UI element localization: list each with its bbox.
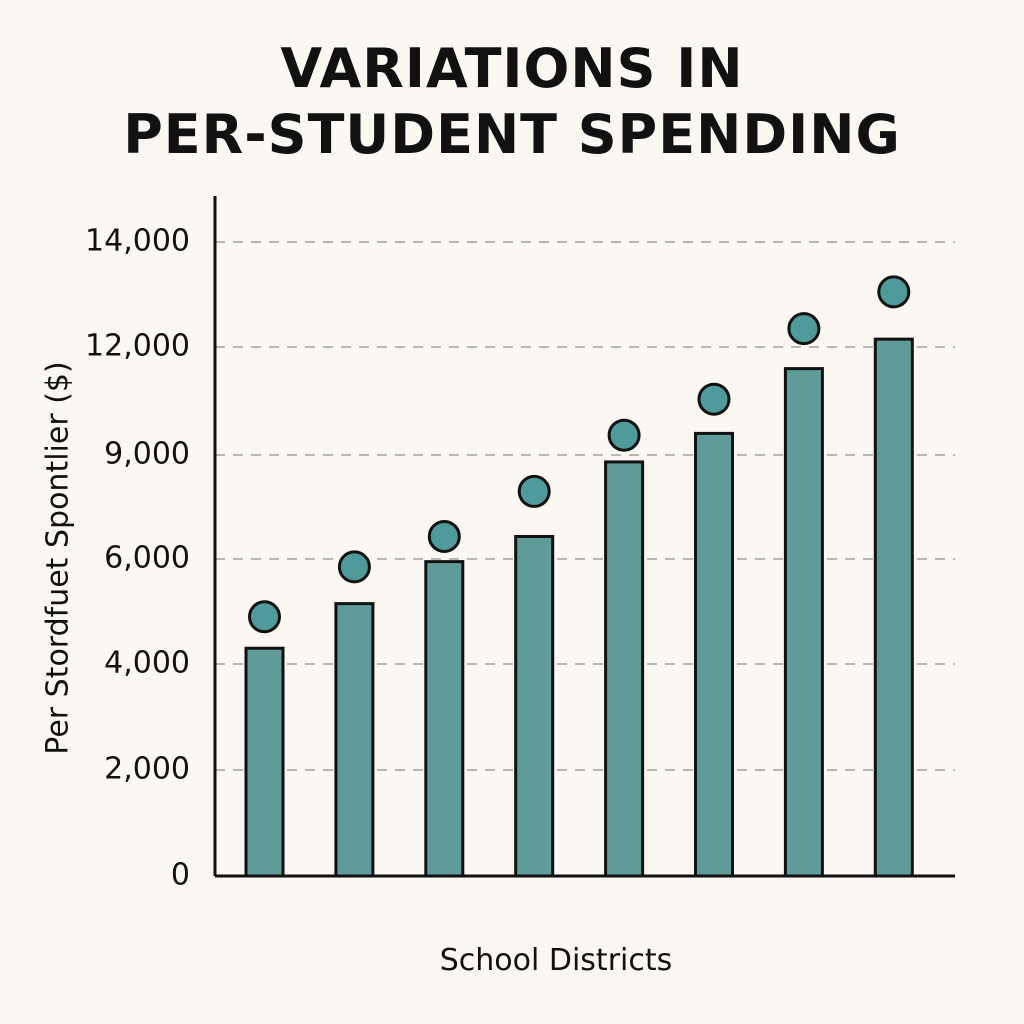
data-point-marker xyxy=(517,474,551,508)
data-point-marker xyxy=(787,312,821,346)
data-point-marker xyxy=(427,519,461,553)
bar xyxy=(694,431,734,878)
y-tick-label: 9,000 xyxy=(104,437,190,472)
chart-title: VARIATIONS IN PER-STUDENT SPENDING xyxy=(0,36,1024,168)
y-tick-label: 12,000 xyxy=(85,329,190,364)
grid-lines xyxy=(215,241,955,771)
bar xyxy=(783,367,824,878)
y-tick-label: 14,000 xyxy=(85,224,190,259)
bar xyxy=(873,337,914,878)
x-axis-label: School Districts xyxy=(440,943,673,978)
markers xyxy=(248,275,911,634)
bar xyxy=(514,534,555,878)
bar xyxy=(334,602,375,878)
data-point-marker xyxy=(248,600,281,634)
bar xyxy=(244,646,285,878)
y-tick-label: 0 xyxy=(171,858,190,893)
data-point-marker xyxy=(877,275,911,309)
bar xyxy=(424,560,465,878)
data-point-marker xyxy=(607,418,641,452)
data-point-marker xyxy=(337,550,371,584)
bar xyxy=(604,460,645,878)
y-tick-labels: 0 2,000 4,000 6,000 9,000 12,000 14,000 xyxy=(85,224,190,893)
bars xyxy=(244,337,914,878)
chart-title-line-1: VARIATIONS IN xyxy=(280,37,744,100)
axes xyxy=(213,196,955,878)
y-axis-label: Per Stordfuet Spontlier ($) xyxy=(41,361,76,754)
y-tick-label: 2,000 xyxy=(104,752,190,787)
chart-title-line-2: PER-STUDENT SPENDING xyxy=(123,103,901,166)
data-point-marker xyxy=(697,382,731,416)
y-tick-label: 6,000 xyxy=(104,541,190,576)
y-tick-label: 4,000 xyxy=(104,646,190,681)
